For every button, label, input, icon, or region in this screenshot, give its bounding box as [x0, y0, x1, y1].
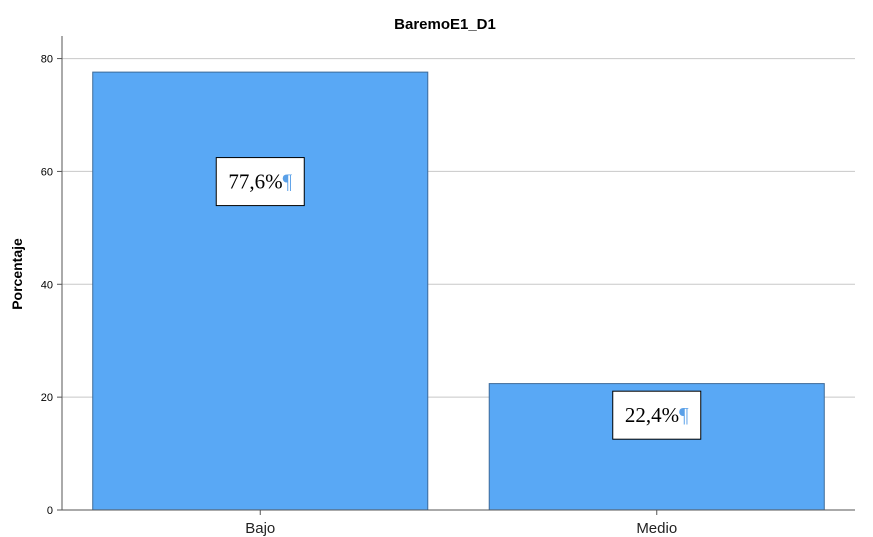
y-tick-label: 60: [41, 166, 53, 178]
data-label-box: [612, 390, 702, 440]
axes: 0 20 40 60 80 Bajo Medio: [41, 36, 855, 537]
y-tick-label: 0: [47, 505, 53, 517]
bars: [92, 71, 825, 511]
data-label-medio: 22,4%¶: [612, 390, 702, 440]
x-tick-label-bajo: Bajo: [245, 520, 275, 537]
y-axis-label: Porcentaje: [9, 238, 25, 310]
data-label-text: 77,6%¶: [228, 170, 292, 194]
data-labels: 77,6%¶ 22,4%¶: [215, 157, 702, 440]
y-tick-label: 40: [41, 279, 53, 291]
chart-title: BaremoE1_D1: [394, 16, 496, 33]
x-tick-label-medio: Medio: [636, 520, 677, 537]
data-label-text: 22,4%¶: [625, 403, 689, 427]
data-label-box: [215, 157, 305, 207]
y-tick-label: 20: [41, 392, 53, 404]
y-tick-label: 80: [41, 54, 53, 66]
bar-bajo: [92, 71, 429, 511]
data-label-bajo: 77,6%¶: [215, 157, 305, 207]
